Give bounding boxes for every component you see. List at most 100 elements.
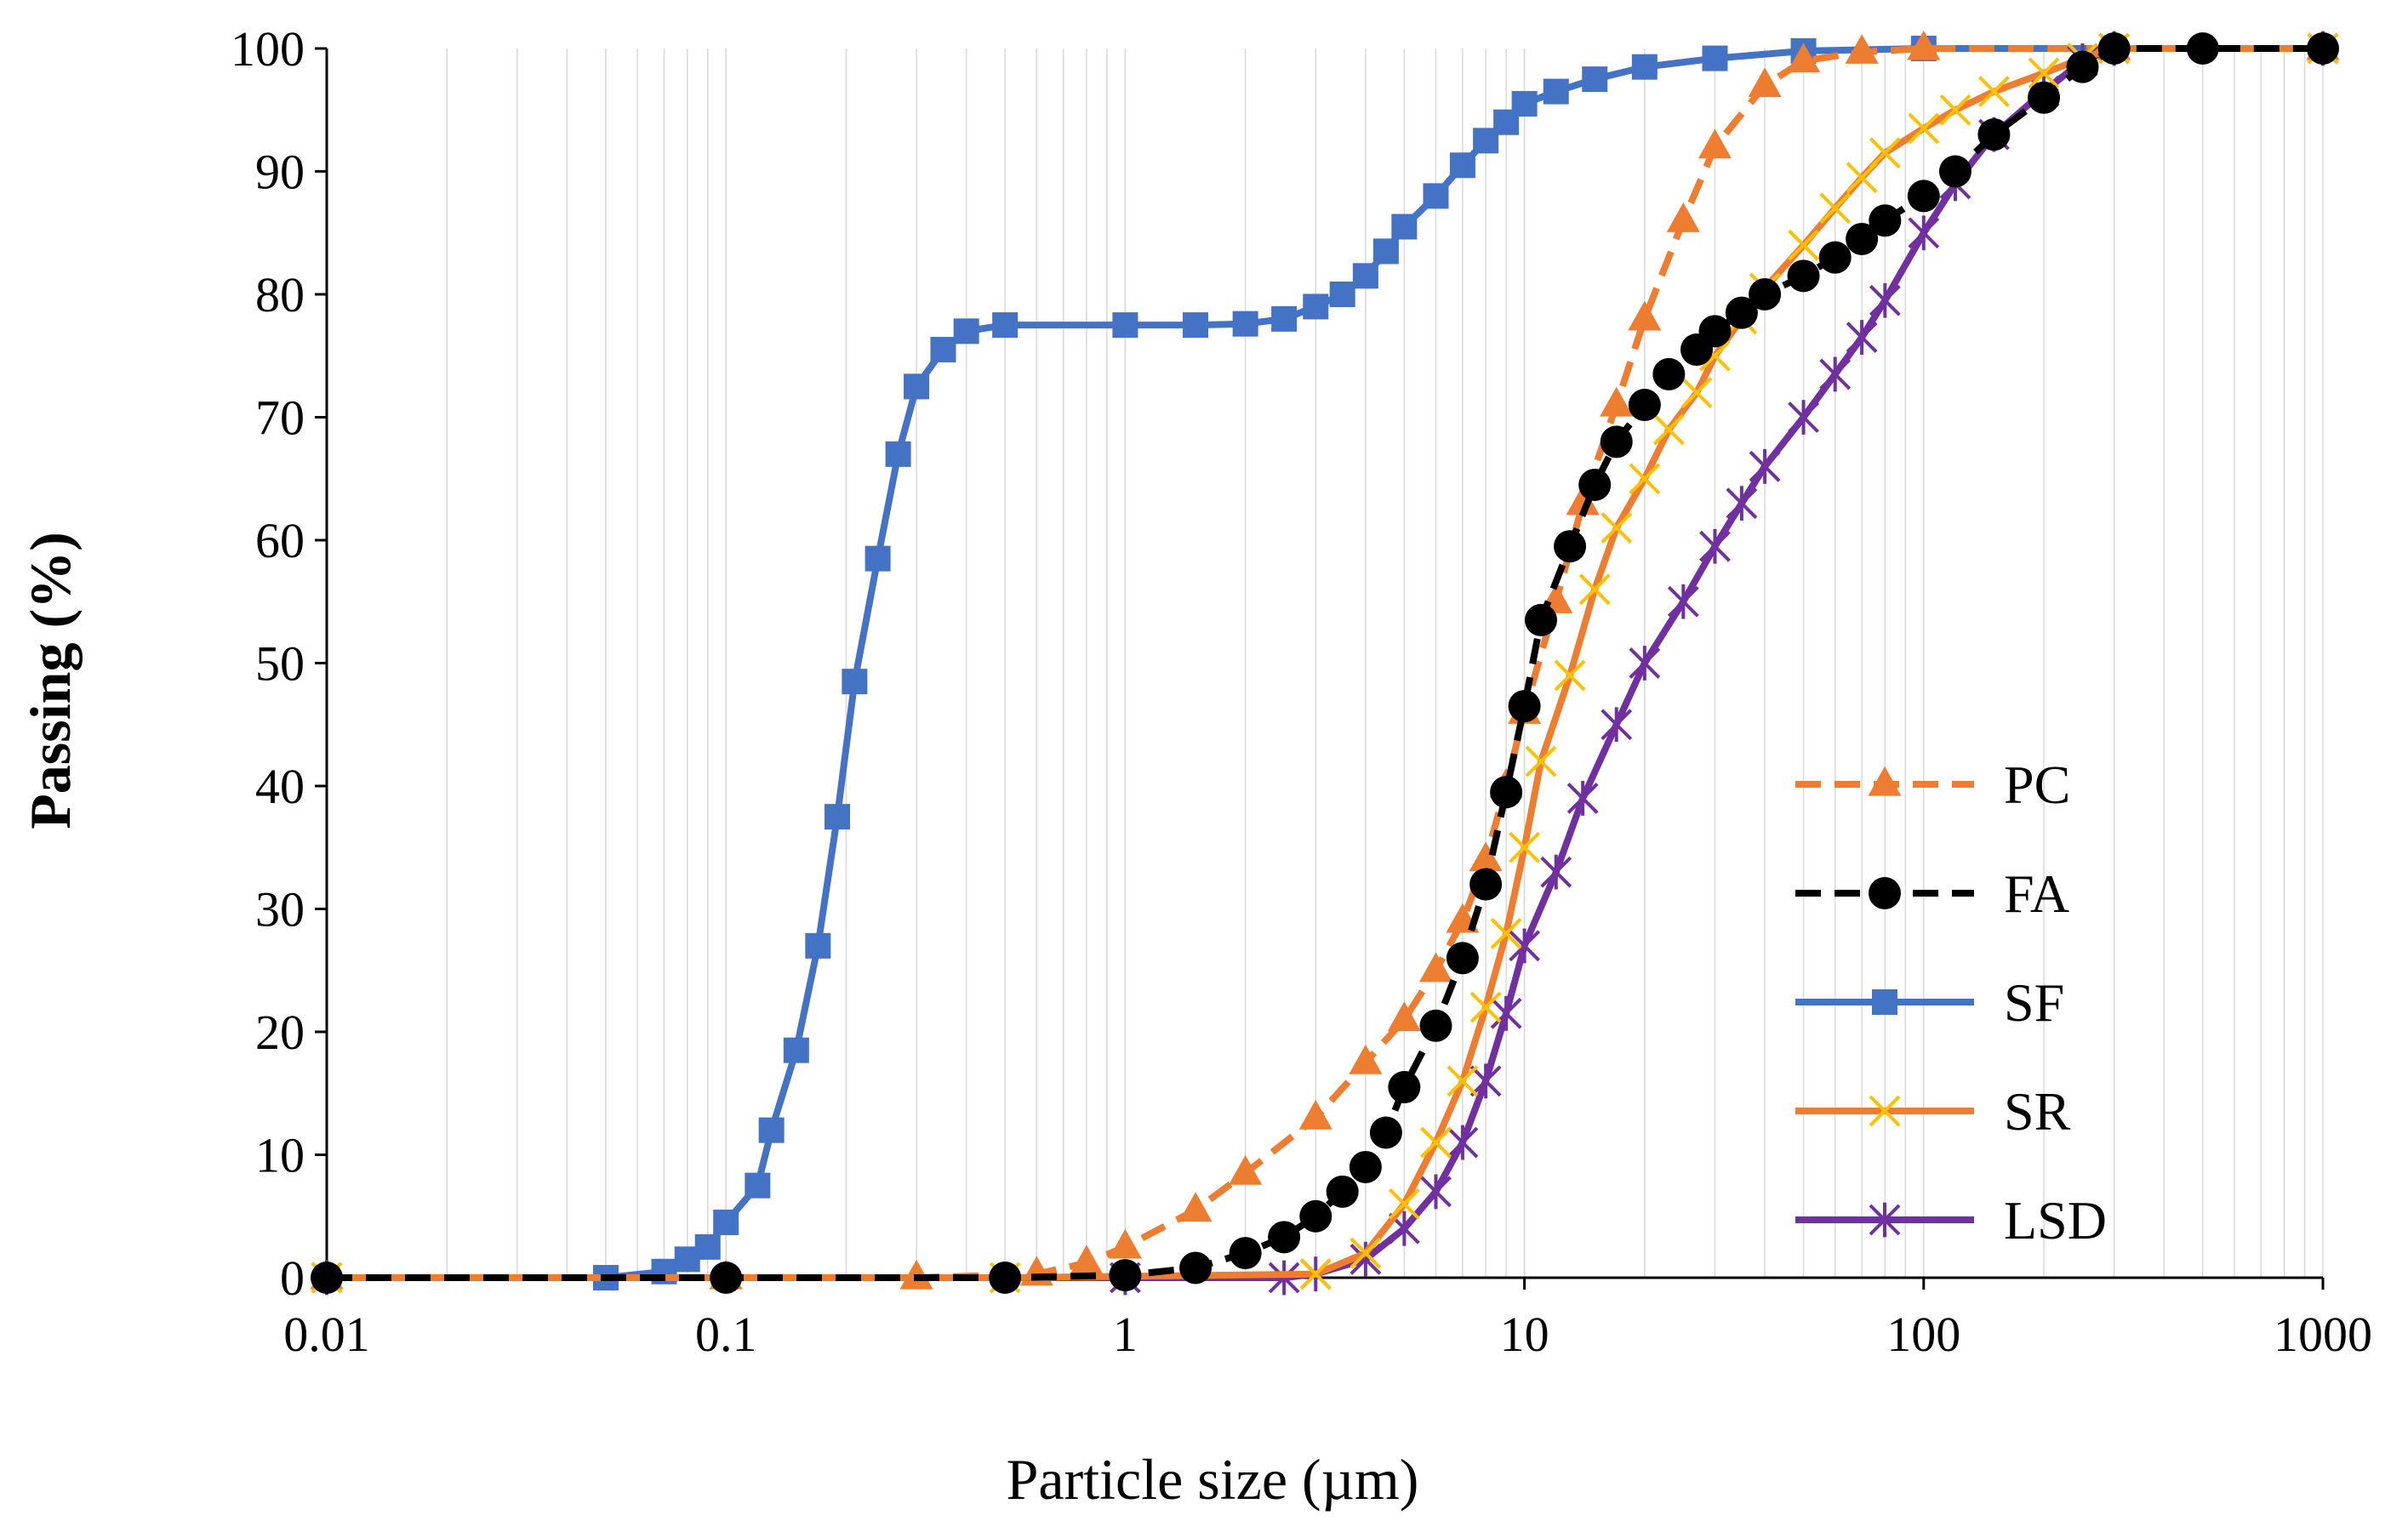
data-point — [710, 1262, 743, 1294]
data-point — [930, 337, 956, 363]
legend-marker — [1869, 877, 1901, 909]
data-point — [1939, 94, 1971, 126]
data-point — [1869, 204, 1902, 237]
data-point — [2097, 32, 2131, 65]
x-tick-label: 0.01 — [283, 1307, 370, 1362]
data-point — [1698, 315, 1732, 348]
y-tick-label: 60 — [255, 513, 305, 568]
data-point — [1268, 1221, 1301, 1254]
data-point — [1787, 259, 1820, 293]
data-point — [824, 804, 850, 830]
data-point — [1420, 1126, 1452, 1159]
data-point — [1652, 357, 1686, 390]
data-point — [1446, 942, 1479, 975]
data-point — [1388, 1071, 1421, 1104]
data-point — [1112, 312, 1138, 339]
y-tick-label: 0 — [280, 1250, 305, 1306]
data-point — [1525, 603, 1558, 636]
data-point — [745, 1172, 771, 1199]
legend-marker — [1872, 989, 1897, 1015]
data-point — [1490, 917, 1522, 949]
data-point — [1578, 468, 1612, 501]
data-point — [1554, 659, 1586, 692]
data-point — [1819, 192, 1852, 225]
data-point — [1447, 1065, 1479, 1097]
data-point — [1490, 995, 1522, 1031]
data-point — [1938, 155, 1971, 188]
data-point — [1846, 222, 1879, 255]
data-point — [1109, 1259, 1142, 1292]
data-point — [1629, 463, 1661, 495]
data-point — [885, 441, 911, 467]
data-point — [1698, 128, 1732, 159]
data-point — [1846, 320, 1878, 355]
data-point — [1179, 1251, 1213, 1285]
data-point — [1349, 1044, 1383, 1074]
data-point — [1183, 312, 1209, 339]
data-point — [1509, 928, 1541, 964]
legend-label: LSD — [2004, 1190, 2107, 1250]
data-point — [1326, 1175, 1359, 1208]
x-tick-label: 1 — [1113, 1307, 1138, 1362]
legend-label: SF — [2004, 972, 2064, 1033]
data-point — [1490, 776, 1523, 809]
data-point — [1907, 179, 1940, 213]
legend-item-sr: SR — [1795, 1081, 2071, 1142]
data-point — [1372, 238, 1399, 265]
data-point — [1108, 1228, 1142, 1259]
data-point — [2066, 50, 2099, 83]
data-point — [1749, 448, 1781, 484]
y-tick-label: 50 — [255, 636, 305, 692]
data-point — [1469, 1063, 1502, 1099]
data-point — [1350, 1237, 1382, 1269]
data-point — [783, 1037, 809, 1063]
data-point — [1978, 76, 2010, 107]
data-point — [805, 932, 831, 959]
data-point — [1845, 34, 1879, 64]
legend-item-fa: FA — [1795, 863, 2069, 924]
data-point — [1631, 54, 1658, 80]
data-point — [1578, 573, 1611, 606]
data-point — [1391, 214, 1418, 240]
data-point — [1699, 528, 1731, 564]
data-point — [1725, 296, 1758, 329]
data-point — [1667, 584, 1699, 619]
y-tick-label: 20 — [255, 1005, 305, 1060]
data-point — [989, 1262, 1022, 1294]
data-point — [864, 545, 891, 572]
data-point — [1748, 67, 1782, 97]
data-point — [1908, 112, 1940, 145]
y-tick-label: 10 — [255, 1128, 305, 1183]
data-point — [1628, 389, 1661, 422]
y-tick-label: 40 — [255, 759, 305, 814]
y-tick-label: 80 — [255, 267, 305, 322]
data-point — [1447, 1125, 1479, 1160]
data-point — [1449, 152, 1475, 179]
series-fa — [311, 32, 2339, 1294]
legend-marker — [1869, 1095, 1901, 1127]
data-point — [1229, 1154, 1263, 1185]
data-point — [1601, 512, 1633, 544]
legend-item-lsd: LSD — [1795, 1190, 2107, 1250]
data-point — [1749, 278, 1782, 310]
plot-area — [310, 30, 2340, 1296]
x-tick-label: 1000 — [2274, 1307, 2372, 1362]
data-point — [1652, 413, 1685, 446]
legend-label: FA — [2004, 863, 2069, 924]
data-point — [1271, 305, 1298, 332]
data-point — [1511, 91, 1538, 117]
series-line-pc — [327, 45, 2323, 1281]
data-point — [1566, 781, 1599, 816]
data-point — [1418, 952, 1453, 983]
x-axis-ticks: 0.01 0.1 1 10 100 1000 — [283, 1278, 2372, 1362]
data-point — [1525, 745, 1557, 778]
legend-item-sf: SF — [1795, 972, 2064, 1033]
data-point — [1329, 282, 1355, 307]
data-point — [713, 1209, 739, 1235]
legend: PC FA SF SR LSD — [1795, 755, 2107, 1250]
data-point — [2307, 32, 2339, 65]
data-point — [1299, 1258, 1332, 1290]
data-point — [1178, 1192, 1213, 1222]
data-point — [1788, 400, 1819, 435]
